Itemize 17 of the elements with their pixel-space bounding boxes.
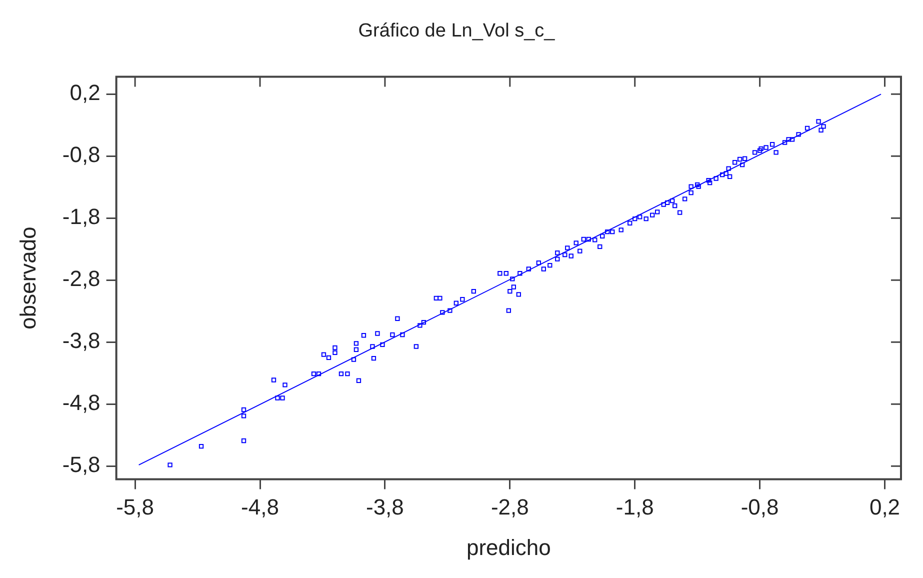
y-tick-label: -1,8 [62,204,100,230]
x-tick-label: -1,8 [616,494,654,520]
x-tick-label: -3,8 [366,494,404,520]
x-tick-label: -5,8 [116,494,154,520]
x-tick-label: -0,8 [740,494,779,520]
y-tick-label: -4,8 [62,390,100,416]
x-axis-title: predicho [466,534,551,560]
x-tick-label: 0,2 [869,494,900,520]
y-axis-title: observado [15,226,40,330]
x-tick-label: -4,8 [241,494,279,520]
y-tick-label: -5,8 [62,452,100,478]
y-tick-label: -3,8 [62,328,100,354]
x-tick-label: -2,8 [490,494,529,520]
y-tick-label: 0,2 [70,80,100,106]
y-tick-label: -0,8 [62,142,100,168]
y-tick-label: -2,8 [62,266,100,292]
chart-title: Gráfico de Ln_Vol s_c_ [358,20,556,42]
